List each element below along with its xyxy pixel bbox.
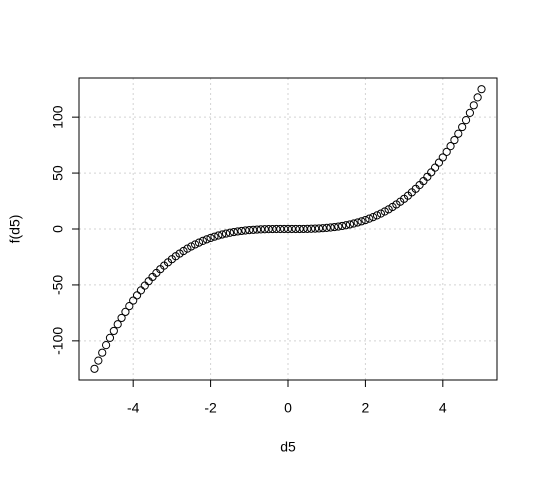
point: [326, 223, 335, 232]
point: [183, 244, 192, 253]
point: [283, 224, 293, 234]
point: [245, 226, 254, 235]
point: [291, 224, 300, 234]
point: [353, 218, 362, 227]
point: [109, 326, 118, 336]
x-axis-label: d5: [280, 439, 296, 455]
point: [129, 296, 138, 305]
y-tick-label: -50: [50, 275, 66, 295]
point: [206, 233, 215, 243]
x-tick-label: 4: [439, 400, 447, 416]
x-tick-label: 0: [284, 400, 292, 416]
point: [469, 101, 478, 110]
point: [446, 142, 455, 151]
point: [191, 240, 200, 249]
point: [477, 85, 486, 94]
point: [341, 221, 351, 230]
point: [365, 214, 374, 223]
point: [241, 226, 250, 235]
point: [314, 224, 324, 233]
point: [338, 221, 347, 231]
point: [272, 224, 281, 234]
point: [334, 222, 343, 231]
point: [252, 225, 262, 234]
point: [105, 333, 115, 342]
point: [307, 224, 316, 233]
point: [260, 225, 269, 234]
point: [423, 172, 432, 181]
point: [210, 232, 219, 241]
point: [369, 212, 378, 222]
point: [214, 231, 223, 240]
point: [372, 211, 382, 220]
point: [218, 230, 227, 239]
point: [90, 364, 99, 373]
point: [473, 93, 482, 102]
point: [280, 224, 289, 234]
y-axis-label: f(d5): [7, 215, 23, 244]
point: [98, 348, 107, 357]
x-tick-label: -4: [127, 400, 140, 416]
point: [349, 219, 358, 228]
point: [136, 286, 146, 295]
point: [427, 168, 436, 177]
point: [465, 108, 475, 117]
x-tick-label: 2: [362, 400, 370, 416]
x-tick-label: -2: [204, 400, 217, 416]
point: [299, 224, 308, 234]
y-tick-label: -100: [50, 327, 66, 355]
point: [318, 224, 327, 233]
point: [264, 225, 273, 234]
point: [380, 207, 389, 216]
point: [419, 176, 428, 186]
point: [287, 224, 296, 234]
point: [221, 229, 231, 238]
point: [113, 320, 122, 329]
point: [461, 116, 471, 125]
point: [450, 135, 459, 145]
point: [256, 225, 266, 234]
point: [121, 307, 130, 316]
point: [361, 215, 370, 225]
point: [94, 356, 103, 365]
point: [430, 163, 440, 172]
plot-frame: [78, 77, 498, 381]
point: [198, 236, 207, 246]
point: [233, 227, 242, 236]
point: [454, 129, 463, 138]
point: [357, 217, 366, 226]
point: [202, 235, 211, 244]
point: [148, 272, 157, 282]
point: [330, 222, 339, 232]
y-tick-label: 100: [50, 105, 66, 129]
point: [140, 281, 149, 290]
point: [249, 225, 258, 234]
point: [276, 224, 285, 234]
point: [295, 224, 304, 234]
point: [458, 122, 467, 132]
point: [237, 226, 246, 236]
point: [117, 313, 126, 323]
point: [194, 238, 204, 247]
point: [310, 224, 320, 233]
point: [101, 341, 111, 350]
point: [268, 224, 277, 234]
point: [434, 158, 444, 167]
point: [187, 242, 196, 251]
point: [345, 220, 355, 229]
point: [442, 147, 451, 157]
point: [225, 228, 235, 237]
y-tick-label: 0: [50, 225, 66, 233]
point: [303, 224, 312, 233]
point: [125, 301, 134, 311]
point: [144, 277, 153, 286]
point: [322, 223, 331, 232]
point: [229, 227, 238, 237]
point: [438, 153, 447, 162]
y-tick-label: 50: [50, 165, 66, 181]
point: [376, 209, 385, 218]
point: [132, 291, 142, 300]
